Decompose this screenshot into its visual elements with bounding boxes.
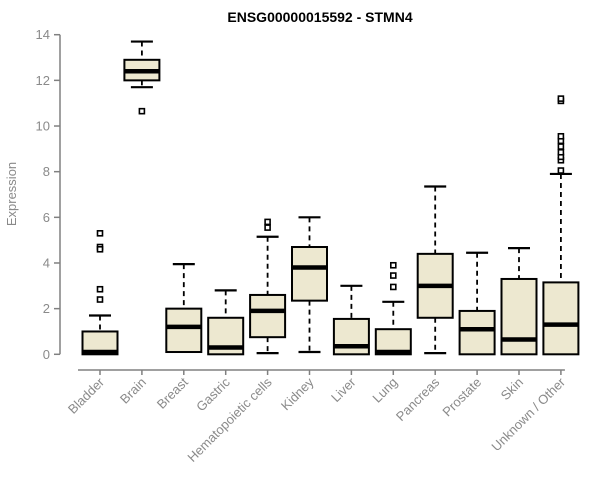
y-tick-label: 8 bbox=[43, 164, 50, 179]
boxplot-breast bbox=[165, 263, 203, 354]
x-tick-label-unknown-other: Unknown / Other bbox=[488, 374, 568, 454]
boxplot-skin bbox=[500, 247, 538, 356]
outlier-point bbox=[557, 148, 565, 156]
x-tick-label-kidney: Kidney bbox=[278, 374, 317, 413]
y-tick-label: 2 bbox=[43, 301, 50, 316]
iqr-box bbox=[332, 317, 370, 356]
y-tick-label: 6 bbox=[43, 210, 50, 225]
boxplot-kidney bbox=[291, 216, 328, 354]
boxplot-lung bbox=[374, 261, 412, 356]
iqr-box bbox=[165, 307, 203, 354]
outlier-point bbox=[557, 132, 565, 140]
x-tick-label-bladder: Bladder bbox=[65, 374, 108, 417]
chart-title: ENSG00000015592 - STMN4 bbox=[227, 9, 412, 25]
outlier-point bbox=[96, 285, 104, 293]
outlier-point bbox=[557, 143, 565, 150]
iqr-box bbox=[542, 281, 580, 356]
boxplot-bladder bbox=[81, 230, 119, 356]
iqr-box bbox=[291, 246, 328, 302]
x-tick-label-gastric: Gastric bbox=[193, 374, 233, 414]
y-tick-label: 14 bbox=[36, 27, 50, 42]
x-tick-label-prostate: Prostate bbox=[439, 375, 484, 420]
x-tick-label-pancreas: Pancreas bbox=[393, 374, 443, 424]
y-tick-label: 0 bbox=[43, 347, 50, 362]
x-tick-label-liver: Liver bbox=[328, 374, 359, 405]
outlier-point bbox=[557, 167, 565, 174]
outlier-point bbox=[264, 218, 271, 226]
boxplot-pancreas bbox=[416, 185, 454, 355]
outlier-point bbox=[96, 296, 104, 303]
outlier-point bbox=[557, 95, 565, 102]
iqr-box bbox=[458, 309, 496, 356]
boxplot-gastric bbox=[207, 289, 245, 356]
outlier-point bbox=[389, 283, 397, 291]
y-tick-label: 10 bbox=[36, 119, 50, 134]
outlier-point bbox=[96, 230, 104, 237]
x-tick-label-skin: Skin bbox=[498, 375, 526, 403]
iqr-box bbox=[500, 277, 538, 356]
boxplot-hematopoietic-cells bbox=[249, 218, 287, 355]
boxplot-unknown-other bbox=[542, 95, 580, 356]
y-tick-label: 4 bbox=[43, 255, 50, 270]
x-tick-label-breast: Breast bbox=[154, 374, 191, 411]
boxplot-prostate bbox=[458, 251, 496, 356]
boxplot-brain bbox=[123, 40, 161, 115]
outlier-point bbox=[389, 272, 397, 279]
outlier-point bbox=[264, 224, 271, 231]
x-tick-label-brain: Brain bbox=[117, 375, 149, 407]
outlier-point bbox=[138, 107, 146, 115]
x-tick-label-lung: Lung bbox=[369, 375, 400, 406]
iqr-box bbox=[81, 330, 119, 356]
y-tick-label: 12 bbox=[36, 73, 50, 88]
y-axis-title: Expression bbox=[4, 162, 19, 226]
iqr-box bbox=[249, 293, 287, 339]
boxplot-liver bbox=[332, 284, 370, 356]
outlier-point bbox=[389, 261, 397, 269]
outlier-point bbox=[96, 245, 104, 253]
